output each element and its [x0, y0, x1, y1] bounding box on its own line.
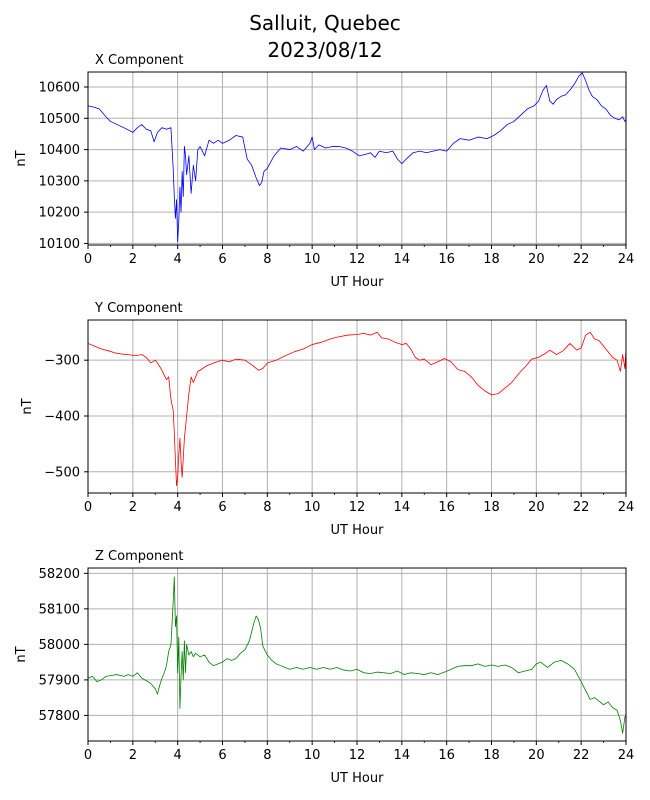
figure-title: Salluit, Quebec 2023/08/12 — [0, 10, 650, 64]
x-x-tick-label: 0 — [84, 252, 92, 267]
y-x-tick-label: 22 — [573, 500, 590, 515]
y-x-tick-label: 2 — [129, 500, 137, 515]
x-y-tick-label: 10200 — [39, 206, 80, 221]
x-panel-title: X Component — [95, 53, 184, 68]
figure-title-date: 2023/08/12 — [267, 38, 383, 62]
z-x-axis-label: UT Hour — [331, 771, 385, 786]
z-x-tick-label: 20 — [528, 748, 545, 763]
y-x-tick-label: 14 — [394, 500, 411, 515]
y-x-axis-label: UT Hour — [331, 523, 385, 538]
x-x-tick-label: 16 — [438, 252, 455, 267]
x-y-tick-label: 10600 — [39, 81, 80, 96]
z-x-tick-label: 12 — [349, 748, 366, 763]
y-y-tick-label: −400 — [44, 409, 80, 424]
z-x-tick-label: 16 — [438, 748, 455, 763]
x-x-tick-label: 2 — [129, 252, 137, 267]
y-y-tick-label: −500 — [44, 465, 80, 480]
x-x-tick-label: 10 — [304, 252, 321, 267]
z-axes-frame — [87, 567, 627, 742]
x-x-tick-label: 4 — [174, 252, 182, 267]
y-x-tick-label: 0 — [84, 500, 92, 515]
x-y-tick-label: 10100 — [39, 237, 80, 252]
y-y-tick-label: −300 — [44, 354, 80, 369]
z-y-tick-label: 58000 — [39, 638, 80, 653]
z-x-tick-label: 4 — [174, 748, 182, 763]
z-x-tick-label: 6 — [218, 748, 226, 763]
z-y-tick-label: 57800 — [39, 709, 80, 724]
x-x-tick-label: 22 — [573, 252, 590, 267]
x-x-tick-label: 18 — [483, 252, 500, 267]
figure-title-station: Salluit, Quebec — [249, 11, 401, 35]
y-axes-frame — [87, 319, 627, 494]
y-x-tick-label: 8 — [263, 500, 271, 515]
x-y-tick-label: 10300 — [39, 174, 80, 189]
y-x-tick-label: 6 — [218, 500, 226, 515]
x-axes-frame — [87, 71, 627, 246]
z-y-tick-label: 58200 — [39, 567, 80, 582]
z-y-axis-label: nT — [14, 646, 29, 662]
x-x-axis-label: UT Hour — [331, 275, 385, 290]
y-panel-title: Y Component — [94, 301, 183, 316]
x-y-tick-label: 10500 — [39, 112, 80, 127]
x-component-line — [87, 72, 627, 243]
z-x-tick-label: 22 — [573, 748, 590, 763]
z-x-tick-label: 14 — [394, 748, 411, 763]
z-x-tick-label: 10 — [304, 748, 321, 763]
y-y-axis-label: nT — [20, 398, 35, 414]
z-x-tick-label: 0 — [84, 748, 92, 763]
y-x-tick-label: 24 — [618, 500, 635, 515]
x-x-tick-label: 6 — [218, 252, 226, 267]
z-x-tick-label: 18 — [483, 748, 500, 763]
y-x-tick-label: 20 — [528, 500, 545, 515]
z-y-tick-label: 57900 — [39, 673, 80, 688]
z-x-tick-label: 2 — [129, 748, 137, 763]
y-x-tick-label: 18 — [483, 500, 500, 515]
x-x-tick-label: 24 — [618, 252, 635, 267]
z-component-line — [87, 576, 627, 734]
z-x-tick-label: 24 — [618, 748, 635, 763]
x-x-tick-label: 14 — [394, 252, 411, 267]
x-y-axis-label: nT — [14, 150, 29, 166]
y-x-tick-label: 16 — [438, 500, 455, 515]
x-x-tick-label: 8 — [263, 252, 271, 267]
y-x-tick-label: 10 — [304, 500, 321, 515]
z-y-tick-label: 58100 — [39, 602, 80, 617]
y-x-tick-label: 12 — [349, 500, 366, 515]
y-x-tick-label: 4 — [174, 500, 182, 515]
x-y-tick-label: 10400 — [39, 143, 80, 158]
z-panel-title: Z Component — [95, 549, 184, 564]
y-component-line — [87, 331, 627, 487]
x-x-tick-label: 12 — [349, 252, 366, 267]
x-x-tick-label: 20 — [528, 252, 545, 267]
z-x-tick-label: 8 — [263, 748, 271, 763]
